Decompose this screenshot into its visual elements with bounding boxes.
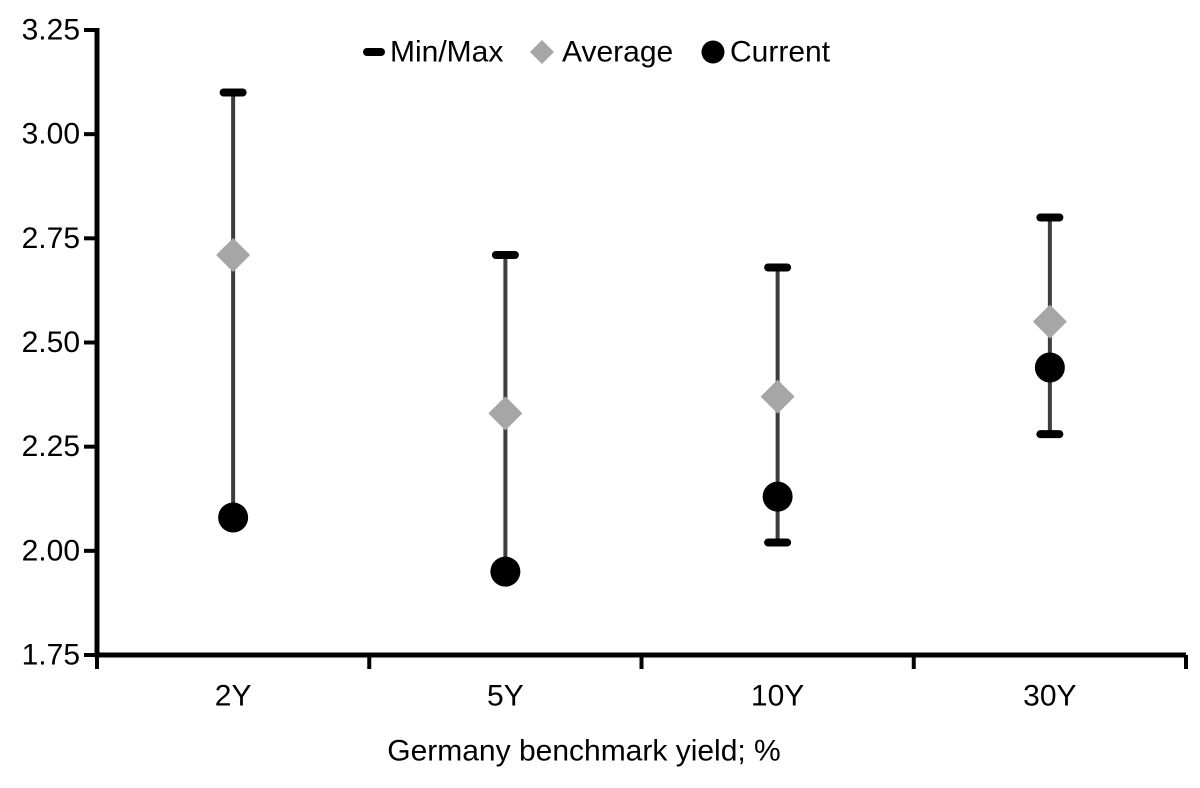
- y-tick-label: 2.25: [22, 430, 80, 463]
- max-cap-30Y: [1036, 213, 1064, 222]
- max-cap-2Y: [219, 88, 247, 97]
- x-category-label: 10Y: [751, 680, 804, 713]
- average-marker-10Y: [760, 379, 795, 414]
- max-cap-5Y: [491, 251, 519, 259]
- current-marker-5Y: [490, 556, 521, 587]
- average-marker-2Y: [216, 238, 251, 272]
- x-category-label: 5Y: [487, 680, 524, 713]
- x-category-label: 30Y: [1023, 680, 1076, 713]
- x-axis-title: Germany benchmark yield; %: [387, 735, 781, 768]
- y-tick-label: 2.50: [22, 326, 80, 359]
- x-category-label: 2Y: [215, 680, 252, 713]
- legend-item-minmax-label: Min/Max: [390, 36, 503, 69]
- legend-dash-icon: [363, 48, 385, 56]
- average-marker-5Y: [488, 396, 523, 431]
- y-tick-label: 1.75: [22, 639, 80, 672]
- y-tick-label: 3.00: [22, 118, 80, 151]
- y-tick-label: 2.00: [22, 534, 80, 567]
- y-tick-label: 2.75: [22, 222, 80, 255]
- legend-diamond-icon: [530, 40, 554, 64]
- legend-circle-icon: [701, 40, 725, 64]
- max-cap-10Y: [764, 263, 792, 272]
- average-marker-30Y: [1032, 304, 1067, 339]
- current-marker-10Y: [762, 481, 793, 512]
- min-cap-30Y: [1036, 430, 1064, 439]
- current-marker-2Y: [218, 502, 249, 533]
- legend-item-average-label: Average: [562, 36, 673, 69]
- current-marker-30Y: [1034, 352, 1065, 383]
- min-cap-10Y: [764, 538, 792, 547]
- y-tick-label: 3.25: [22, 14, 80, 47]
- legend-item-current-label: Current: [730, 36, 831, 69]
